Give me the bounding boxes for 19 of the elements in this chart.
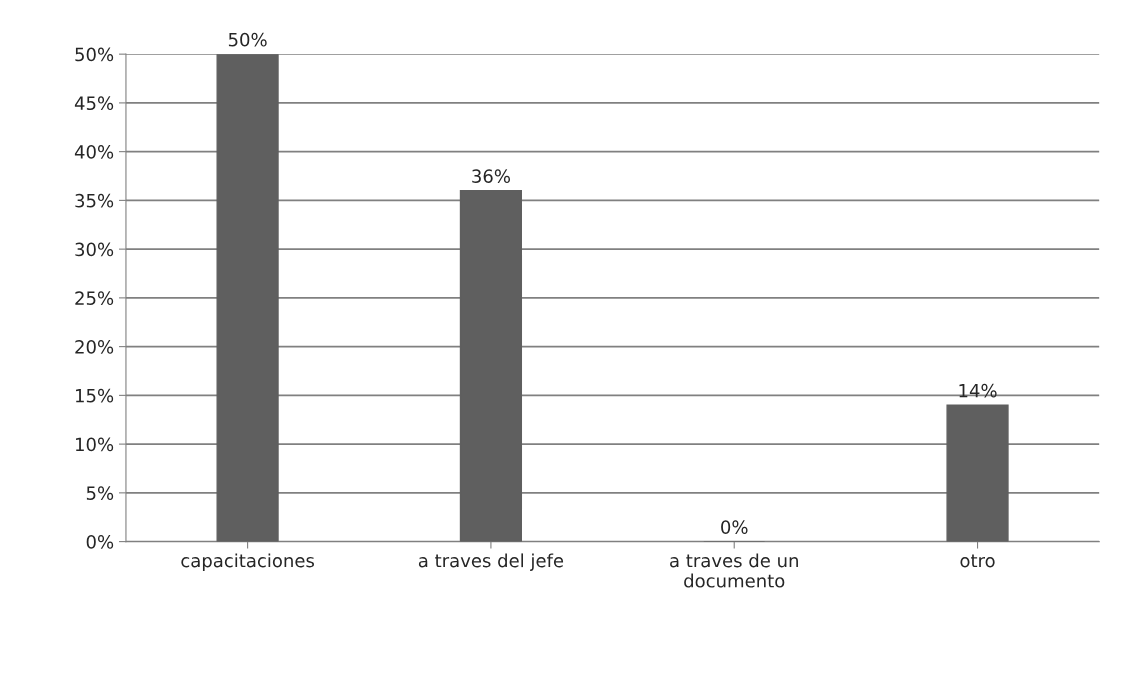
x-tick-label: capacitaciones [181,553,314,571]
y-tick-label: 0% [86,535,114,549]
y-tick-label: 10% [76,437,114,452]
data-label: 14% [959,383,997,398]
x-tick-label: a traves de un documento [670,553,798,588]
data-label: 36% [472,169,510,183]
x-tick-label: a traves del jefe [418,553,564,571]
y-tick-label: 45% [74,96,114,111]
y-tick-label: 35% [75,193,114,208]
data-label: 0% [721,520,748,534]
data-label: 50% [228,32,267,47]
y-tick-label: 5% [86,486,114,500]
y-tick-label: 40% [74,145,114,159]
y-tick-label: 50% [75,47,114,62]
y-tick-label: 25% [75,291,114,305]
y-tick-label: 30% [75,242,114,257]
y-tick-label: 20% [75,340,114,354]
x-tick-label: otro [960,554,995,568]
y-tick-label: 15% [76,388,114,403]
